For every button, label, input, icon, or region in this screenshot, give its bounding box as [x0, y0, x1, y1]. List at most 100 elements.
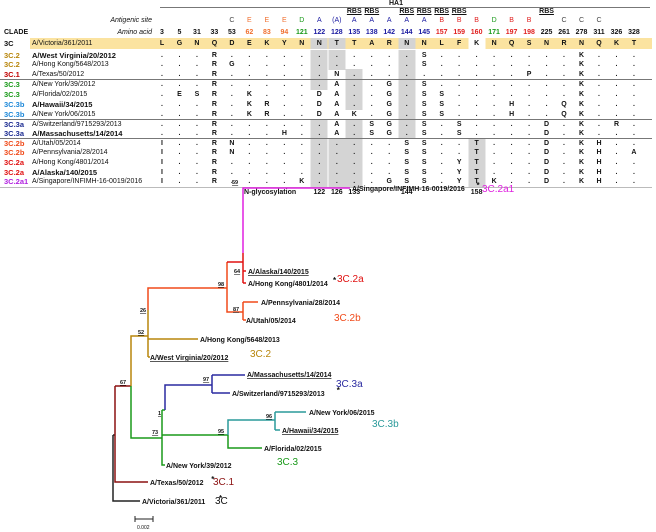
residue: T [474, 158, 479, 166]
residue: Q [211, 39, 218, 47]
residue: S [421, 129, 427, 137]
residue: S [421, 139, 427, 147]
residue: . [615, 70, 618, 78]
residue: . [440, 158, 443, 166]
glycosylation-shade [328, 138, 346, 149]
residue: R [211, 100, 217, 108]
residue: . [248, 178, 251, 185]
residue: . [405, 100, 408, 108]
glycosylation-shade [398, 128, 416, 139]
residue: . [178, 120, 181, 128]
residue: . [195, 129, 198, 137]
residue: . [265, 168, 268, 176]
residue: D [544, 168, 550, 176]
residue: . [353, 178, 356, 185]
residue: R [386, 39, 392, 47]
amino-acid-position: 328 [628, 29, 640, 36]
strain-name: A/Florida/02/2015 [32, 90, 88, 98]
residue: . [440, 80, 443, 88]
residue: . [458, 139, 461, 147]
bootstrap-value: 52 [138, 330, 144, 336]
residue: Y [456, 168, 462, 176]
residue: . [615, 51, 618, 59]
residue: . [318, 70, 321, 78]
residue: T [474, 178, 479, 185]
branch-3c2 [130, 310, 198, 386]
glycosylation-shade [310, 38, 328, 49]
branch-3c3a [164, 374, 245, 410]
residue: H [596, 178, 602, 185]
antigenic-site: A [351, 17, 357, 24]
amino-acid-position: 94 [280, 29, 289, 36]
residue: . [632, 80, 635, 88]
residue: Q [596, 39, 602, 47]
residue: A [334, 80, 340, 88]
strain-name: A/Hong Kong/5648/2013 [32, 61, 109, 68]
residue: R [211, 110, 217, 118]
residue: . [248, 158, 251, 166]
amino-acid-position: 261 [558, 29, 570, 36]
residue: . [161, 70, 163, 78]
glycosylation-shade [345, 147, 363, 158]
clade-3c2b: 3C.2b [334, 313, 361, 324]
residue: . [528, 61, 531, 68]
glycosylation-shade [398, 59, 416, 70]
glycosylation-shade [345, 138, 363, 149]
strain-name: A/New York/06/2015 [32, 110, 96, 118]
residue: S [404, 149, 410, 156]
residue: . [632, 110, 635, 118]
residue: . [510, 139, 513, 147]
residue: S [439, 110, 445, 118]
residue: . [458, 100, 461, 108]
glycosylation-shade [345, 79, 363, 90]
residue: T [352, 39, 357, 47]
residue: G [229, 61, 235, 68]
residue: S [369, 120, 375, 128]
residue: . [510, 80, 513, 88]
reference-strain-marker: * [337, 386, 341, 395]
residue: . [440, 178, 443, 185]
branch-3c2a [227, 253, 246, 284]
glycosylation-shade [345, 69, 363, 80]
residue: G [386, 178, 392, 185]
residue: . [283, 110, 286, 118]
glycosylation-shade [345, 119, 363, 130]
residue: . [510, 61, 513, 68]
residue: . [563, 80, 566, 88]
rbs-label: RBS [434, 8, 450, 15]
residue: . [440, 168, 443, 176]
residue: . [178, 80, 181, 88]
residue: . [423, 70, 426, 78]
residue: K [578, 100, 585, 108]
residue: . [195, 110, 198, 118]
amino-acid-position: 122 [313, 29, 326, 36]
residue: . [300, 110, 303, 118]
residue: . [353, 168, 356, 176]
residue: . [405, 51, 408, 59]
residue: . [335, 139, 338, 147]
antigenic-site: A [404, 17, 410, 24]
residue: . [178, 178, 181, 185]
residue: . [300, 90, 303, 98]
residue: . [388, 70, 391, 78]
residue: . [178, 70, 181, 78]
residue: . [283, 80, 286, 88]
antigenic-site: D [299, 17, 305, 24]
residue: . [230, 80, 233, 88]
residue: . [230, 90, 233, 98]
clade-label: 3C.2 [4, 60, 20, 69]
residue: . [161, 120, 163, 128]
branch-root [112, 434, 140, 502]
residue: T [474, 139, 479, 147]
antigenic-site: C [561, 17, 567, 24]
residue: . [528, 110, 531, 118]
amino-acid-position: 5 [177, 29, 182, 36]
residue: . [615, 61, 618, 68]
amino-acid-position: 31 [193, 29, 201, 36]
residue: . [440, 129, 443, 137]
leaf-singapore: A/Singapore/INFIMH-16-0019/2016 [352, 186, 465, 193]
residue: L [439, 39, 444, 47]
residue: . [493, 129, 496, 137]
residue: A [334, 100, 340, 108]
residue: . [283, 178, 286, 185]
